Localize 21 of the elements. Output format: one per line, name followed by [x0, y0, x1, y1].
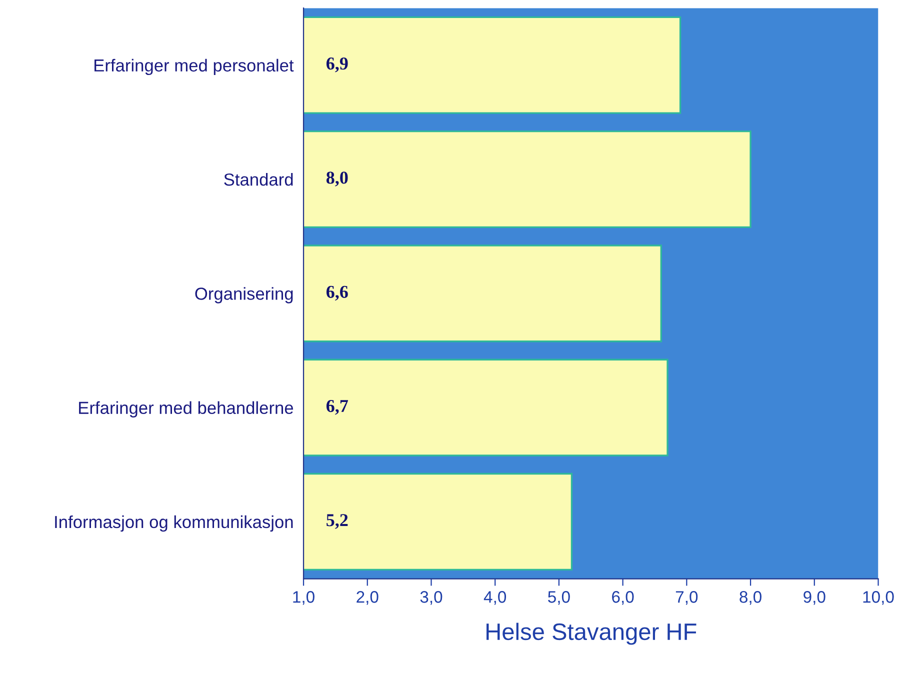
data-label: 6,7 — [326, 400, 348, 415]
x-axis-title: Helse Stavanger HF — [486, 622, 696, 645]
x-tick-label: 9,0 — [804, 591, 826, 605]
y-tick-label: Erfaringer med behandlerne — [79, 401, 294, 418]
y-tick-label: Standard — [224, 172, 293, 186]
data-label: 5,2 — [326, 514, 348, 529]
y-tick-label: Erfaringer med personalet — [94, 58, 294, 76]
y-tick-label: Informasjon og kommunikasjon — [55, 515, 293, 532]
x-tick-label: 6,0 — [612, 591, 634, 605]
x-tick-label: 5,0 — [548, 591, 570, 605]
data-label: 8,0 — [326, 172, 348, 186]
y-tick-label: Organisering — [195, 287, 293, 304]
x-tick-label: 7,0 — [676, 591, 698, 605]
x-tick-label: 3,0 — [420, 591, 442, 605]
x-tick-label: 2,0 — [356, 591, 378, 605]
x-tick-label: 10,0 — [863, 591, 894, 605]
data-label: 6,9 — [326, 58, 348, 72]
x-tick-label: 1,0 — [293, 591, 314, 605]
x-tick-label: 8,0 — [740, 591, 762, 605]
data-label: 6,6 — [326, 286, 348, 301]
x-tick-label: 4,0 — [484, 591, 506, 605]
